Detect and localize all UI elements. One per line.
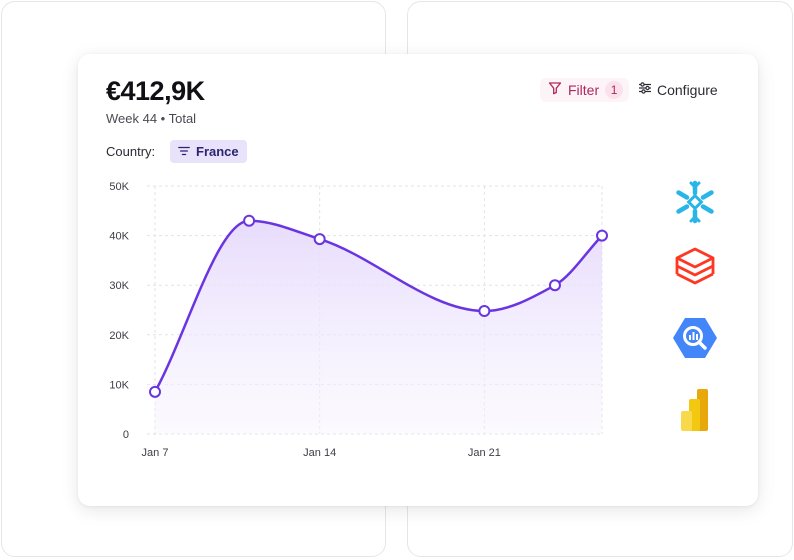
y-tick-label: 20K bbox=[109, 330, 129, 342]
x-tick-label: Jan 7 bbox=[142, 447, 169, 459]
country-value: France bbox=[196, 144, 239, 159]
total-value: €412,9K bbox=[106, 76, 205, 106]
y-tick-label: 30K bbox=[109, 280, 129, 292]
y-tick-label: 40K bbox=[109, 231, 129, 243]
filter-button[interactable]: Filter 1 bbox=[540, 78, 630, 102]
country-filter-chip[interactable]: France bbox=[170, 140, 247, 163]
configure-button[interactable]: Configure bbox=[638, 78, 718, 102]
y-tick-label: 0 bbox=[123, 429, 129, 441]
data-point bbox=[478, 304, 491, 317]
filter-lines-icon bbox=[178, 143, 190, 161]
y-tick-label: 10K bbox=[109, 379, 129, 391]
data-point bbox=[243, 214, 256, 227]
area-chart: 0 10K 20K 30K 40K 50K Jan 7 Jan 14 Jan 21 bbox=[109, 181, 608, 459]
funnel-icon bbox=[548, 81, 562, 100]
data-point bbox=[313, 233, 326, 246]
power-bi-icon bbox=[671, 386, 719, 434]
filter-label: Filter bbox=[568, 82, 600, 98]
y-tick-label: 50K bbox=[109, 181, 129, 193]
data-point bbox=[596, 229, 608, 242]
sliders-icon bbox=[638, 81, 652, 100]
bigquery-icon bbox=[671, 314, 719, 362]
period-subtitle: Week 44 • Total bbox=[106, 111, 197, 126]
country-filter-label: Country: bbox=[106, 144, 156, 159]
metric-card: €412,9K Week 44 • Total Filter 1 Configu… bbox=[78, 54, 758, 506]
data-point bbox=[149, 385, 161, 398]
snowflake-icon bbox=[671, 178, 719, 226]
databricks-icon bbox=[671, 244, 719, 292]
x-tick-label: Jan 21 bbox=[468, 447, 501, 459]
configure-label: Configure bbox=[657, 82, 718, 98]
x-tick-label: Jan 14 bbox=[303, 447, 336, 459]
series-area-fill bbox=[155, 220, 602, 434]
data-point bbox=[548, 279, 561, 292]
filter-count-badge: 1 bbox=[605, 81, 624, 99]
